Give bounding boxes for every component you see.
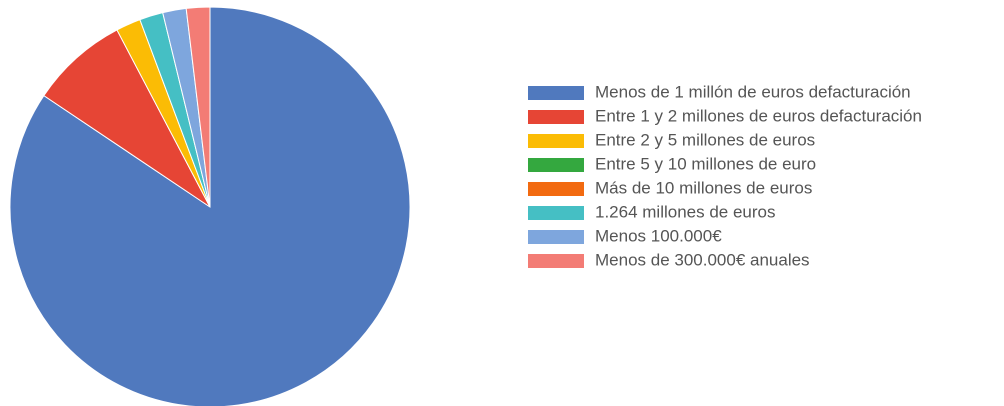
legend-swatch — [528, 134, 584, 148]
legend-swatch — [528, 86, 584, 100]
pie-slice — [185, 6, 211, 208]
legend-label: Entre 1 y 2 millones de euros defacturac… — [595, 106, 922, 125]
legend-label: Menos de 1 millón de euros defacturación — [595, 82, 911, 101]
legend-label: Entre 2 y 5 millones de euros — [595, 130, 815, 149]
pie-slice — [9, 6, 411, 406]
legend-label: Más de 10 millones de euros — [595, 178, 812, 197]
legend-label: Menos 100.000€ — [595, 226, 722, 245]
legend-label: Menos de 300.000€ anuales — [595, 250, 810, 269]
legend-swatch — [528, 230, 584, 244]
legend-label: Entre 5 y 10 millones de euro — [595, 154, 816, 173]
legend-swatch — [528, 110, 584, 124]
legend-label: 1.264 millones de euros — [595, 202, 776, 221]
pie-slice — [43, 29, 211, 208]
legend-swatch — [528, 182, 584, 196]
legend-swatch — [528, 158, 584, 172]
legend-swatch — [528, 206, 584, 220]
legend-swatch — [528, 254, 584, 268]
